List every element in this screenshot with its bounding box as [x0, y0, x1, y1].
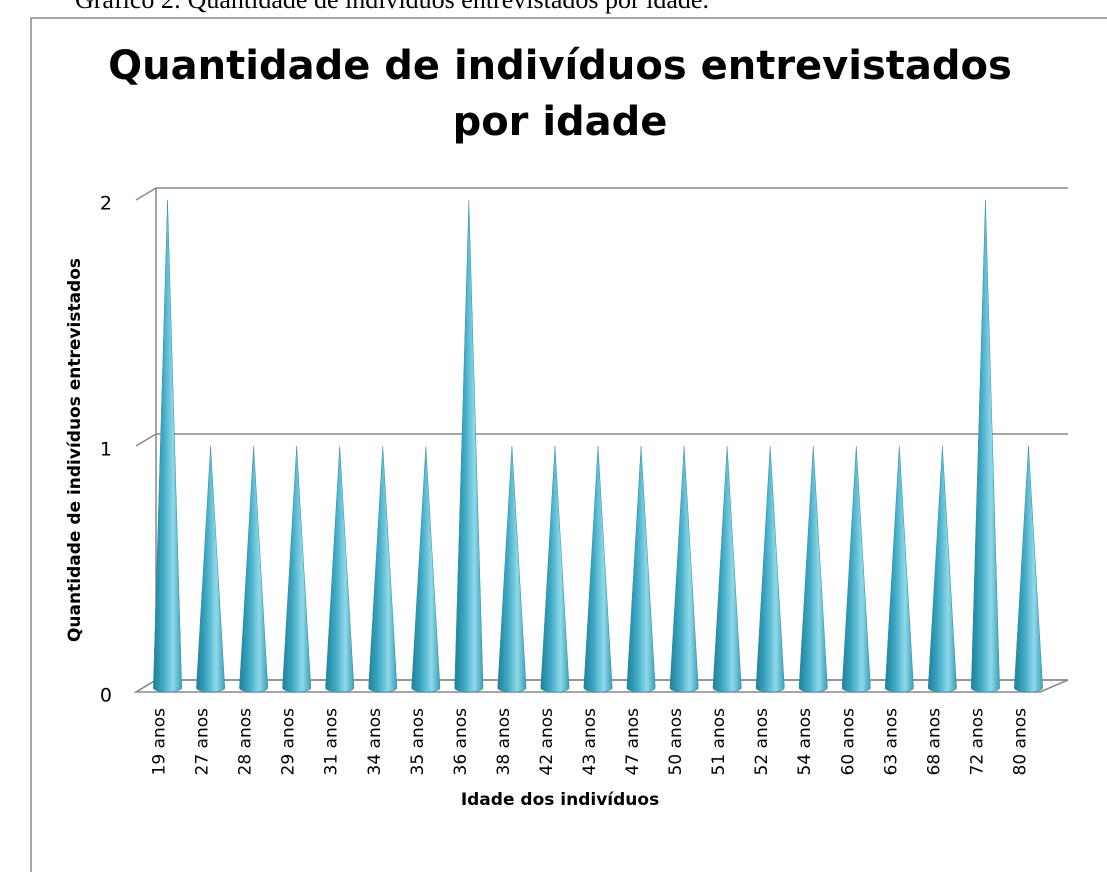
caption: Gráfico 2: Quantidade de indivíduos entr… — [75, 0, 709, 14]
x-tick-label: 31 anos — [322, 708, 342, 776]
x-tick-label: 60 anos — [838, 708, 858, 776]
cone — [626, 445, 656, 693]
cone — [970, 199, 1000, 693]
x-tick-label: 36 anos — [451, 708, 471, 776]
chart-border — [30, 17, 1107, 872]
x-tick-label: 27 anos — [193, 708, 213, 776]
x-tick-label: 38 anos — [494, 708, 514, 776]
cone — [239, 445, 269, 693]
cone — [841, 445, 871, 693]
cone — [153, 199, 182, 693]
cone — [1014, 445, 1043, 693]
cone — [497, 445, 527, 693]
y-tick-label: 0 — [100, 685, 112, 707]
x-tick-label: 29 anos — [279, 708, 299, 776]
x-tick-label: 80 anos — [1010, 708, 1030, 776]
x-tick-label: 54 anos — [795, 708, 815, 776]
grid-line — [135, 433, 1068, 447]
x-tick-label: 52 anos — [752, 708, 772, 776]
x-tick-label: 68 anos — [924, 708, 944, 776]
cone — [884, 445, 914, 693]
cone — [411, 445, 441, 693]
x-tick-label: 34 anos — [365, 708, 385, 776]
chart-title: Quantidade de indivíduos entrevistados po… — [108, 43, 1012, 145]
x-tick-label: 72 anos — [967, 708, 987, 776]
x-tick-label: 50 anos — [666, 708, 686, 776]
cone — [368, 445, 398, 693]
cone — [196, 445, 226, 693]
cone — [798, 445, 828, 693]
cone — [669, 445, 699, 693]
x-tick-label: 35 anos — [408, 708, 428, 776]
grid-line — [135, 187, 1068, 201]
cone — [540, 445, 570, 693]
x-tick-label: 43 anos — [580, 708, 600, 776]
cone — [927, 445, 957, 693]
x-tick-label: 51 anos — [709, 708, 729, 776]
y-tick-label: 2 — [100, 193, 112, 215]
cone — [454, 199, 484, 693]
x-tick-label: 42 anos — [537, 708, 557, 776]
cone — [755, 445, 785, 693]
y-tick-label: 1 — [100, 439, 112, 461]
cone — [583, 445, 613, 693]
cone — [712, 445, 742, 693]
y-axis-label: Quantidade de indivíduos entrevistados — [65, 258, 85, 642]
cone — [282, 445, 312, 693]
x-tick-label: 28 anos — [236, 708, 256, 776]
x-tick-label: 19 anos — [150, 708, 170, 776]
x-tick-label: 47 anos — [623, 708, 643, 776]
cone — [325, 445, 355, 693]
x-axis-label: Idade dos indivíduos — [461, 790, 659, 810]
x-tick-label: 63 anos — [881, 708, 901, 776]
